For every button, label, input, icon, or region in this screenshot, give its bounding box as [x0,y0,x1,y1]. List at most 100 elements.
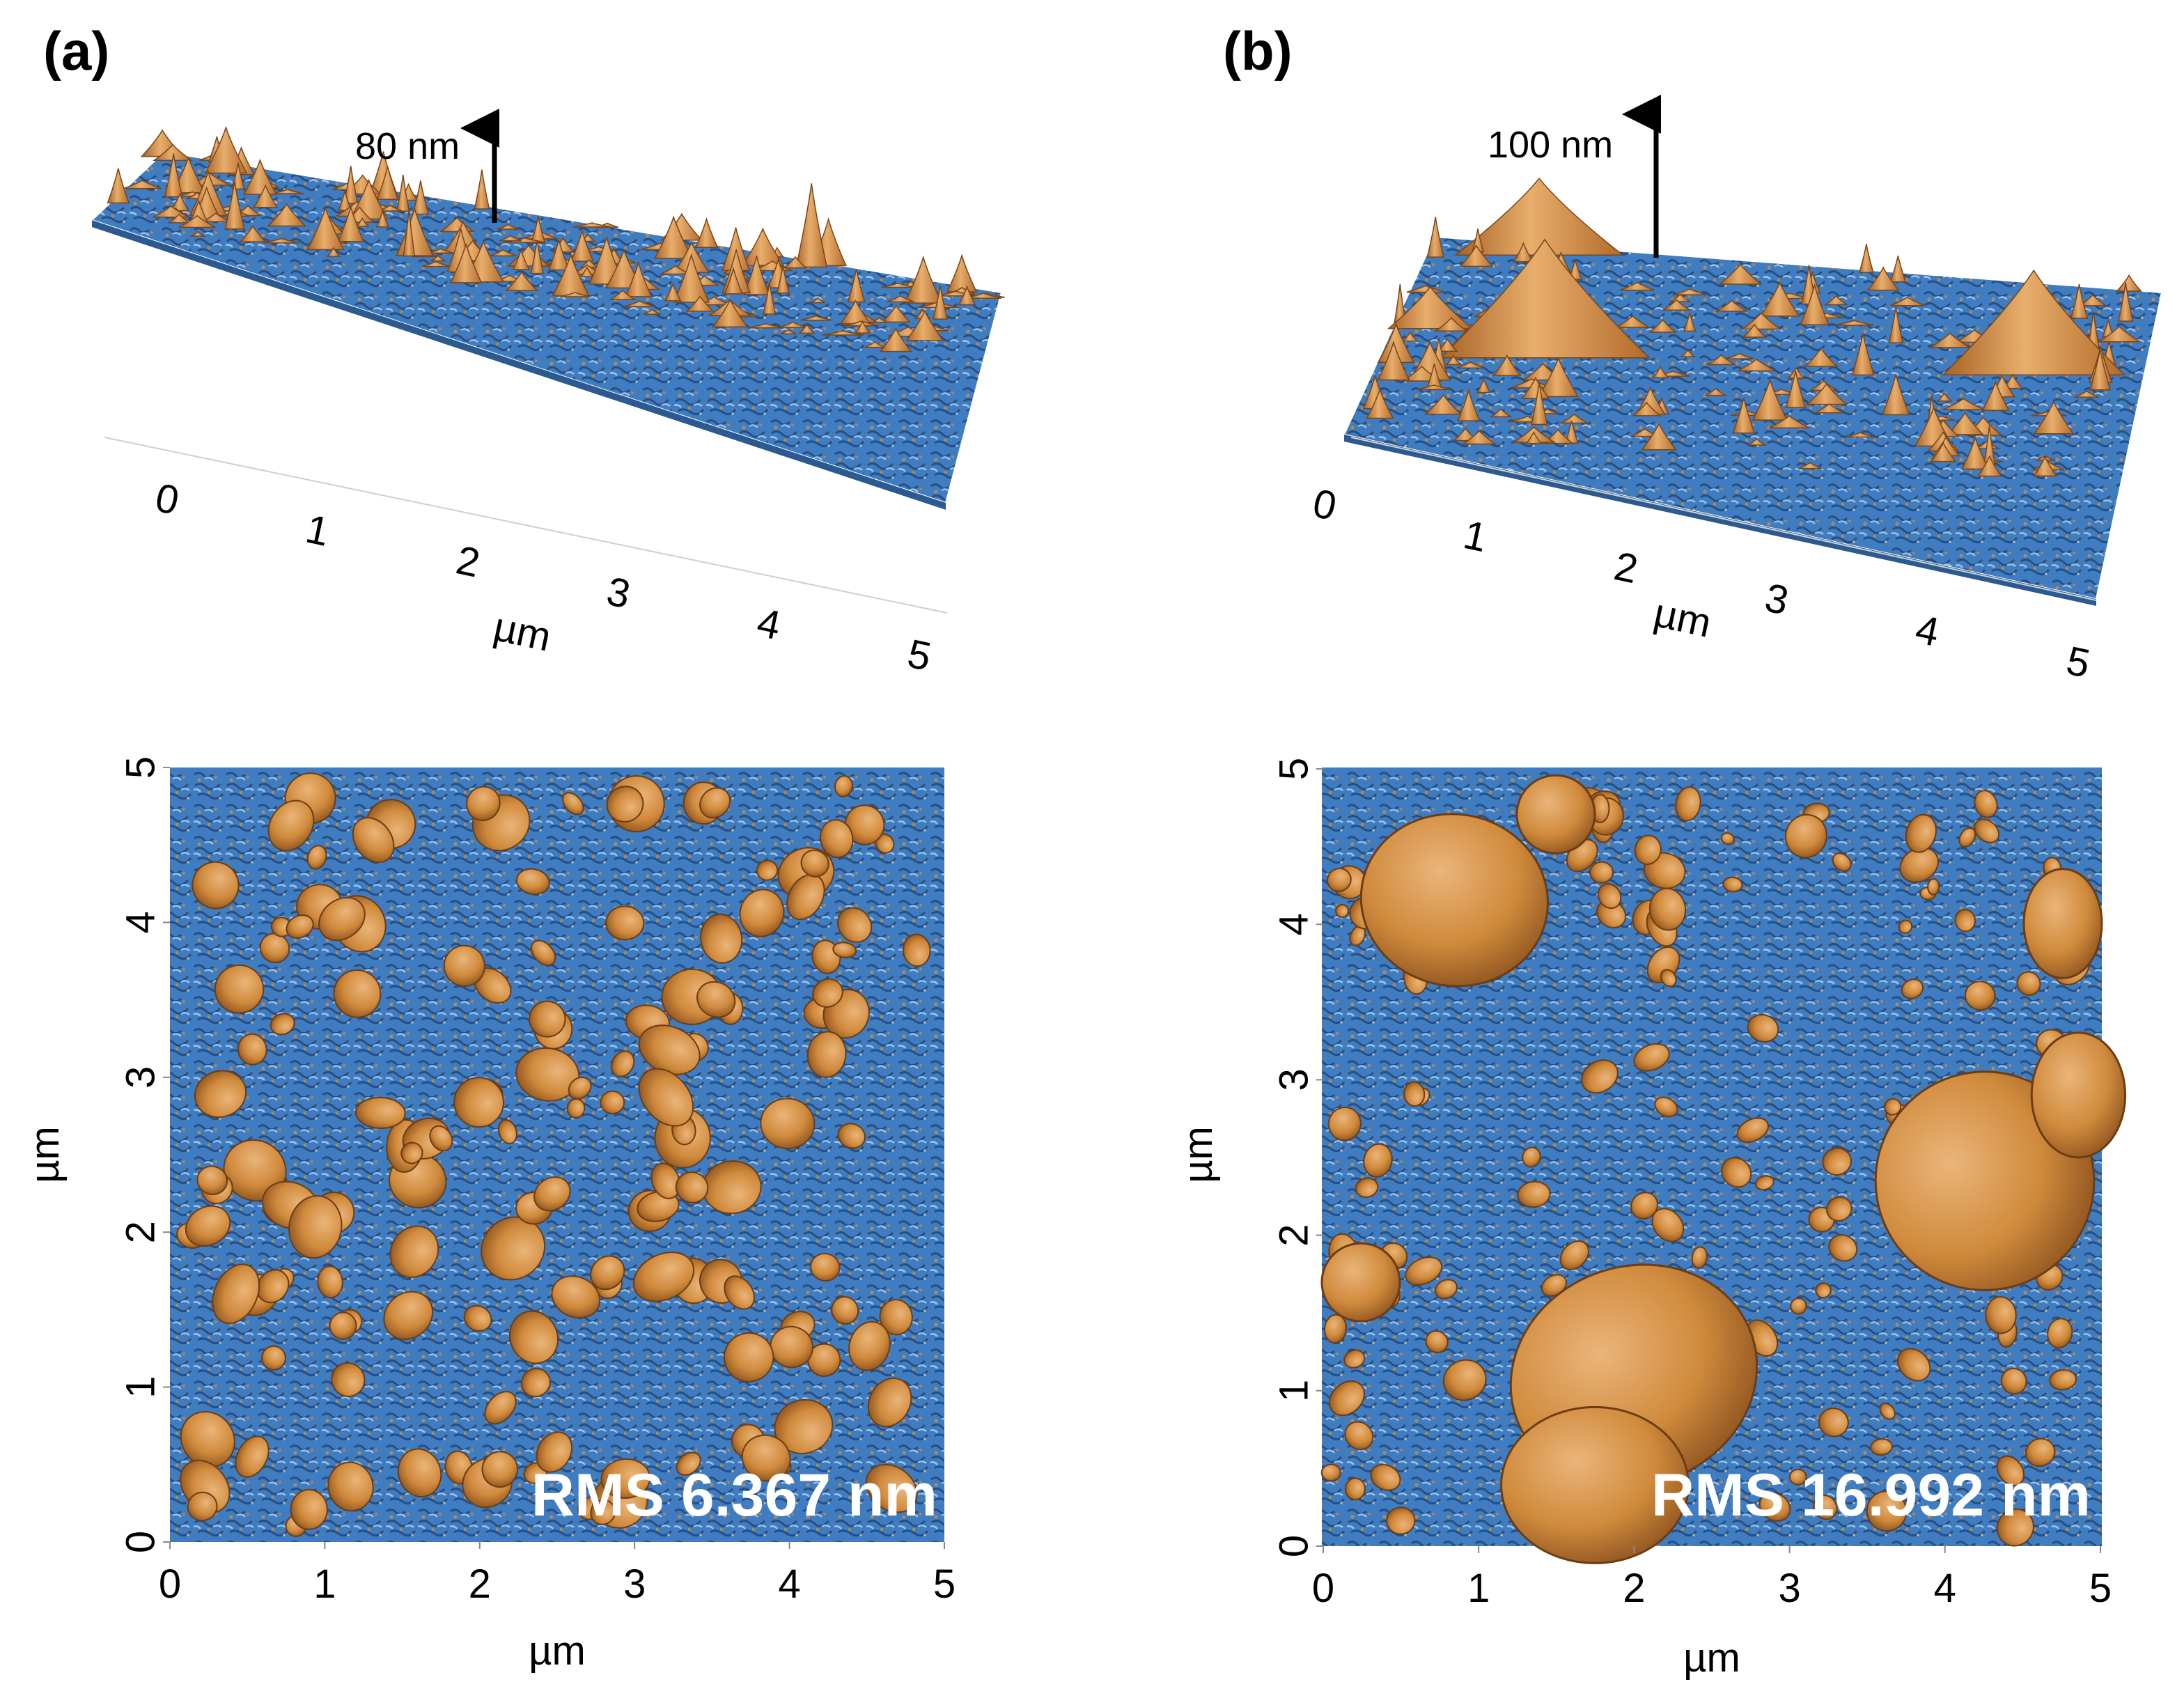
surface-peak [1651,366,1669,379]
surface-peak [763,282,777,315]
surface-peak [1680,349,1696,357]
surface-peak [412,180,430,215]
y-tick-label: 4 [118,911,163,933]
grain [831,1296,859,1325]
x-tick-label-3d: 2 [453,537,484,586]
grain [834,775,853,797]
surface-peak [253,184,279,208]
grain [267,800,315,852]
grain [611,1050,635,1077]
surface-peak [1882,374,1910,416]
surface-peak [338,191,352,211]
grain [638,1068,694,1127]
grain [443,944,485,987]
grain [1896,1348,1931,1382]
y-tick-label: 1 [118,1376,163,1398]
grain [848,1320,891,1371]
grain [1828,1234,1858,1262]
grain [481,1451,519,1488]
surface-peak [1366,388,1394,419]
grain [1736,1117,1769,1144]
surface-peak [724,266,744,295]
x-tick-label-3d: 2 [1610,543,1641,592]
surface-peak [1406,285,1445,293]
surface-peak [1759,281,1800,317]
grain [1328,1380,1365,1417]
grain [632,1252,695,1302]
grain [756,859,779,881]
grain [1758,1492,1791,1522]
panel-a-grains [176,772,931,1537]
grain [1985,1296,2017,1334]
surface-peak [643,309,662,315]
surface-peak [1804,348,1839,367]
grain [865,1463,918,1513]
grain [1822,1147,1852,1176]
surface-peak [946,254,978,293]
surface-peak [505,271,538,291]
grain [1898,919,1913,934]
surface-peak [1426,363,1442,389]
surface-peak [839,299,872,325]
grain [800,849,829,878]
grain [1425,1330,1449,1354]
surface-peak [1434,317,1469,332]
x-tick-label-3d: 1 [1460,512,1491,561]
grain [306,845,327,870]
surface-peak [1785,371,1807,408]
surface-peak [654,215,694,259]
grain [2049,1369,2077,1391]
panel-b-2d-map: RMS 16.992 nm 0 1 2 3 4 5 0 1 2 3 4 5 µm µm [1176,758,2127,1681]
grain [696,981,736,1018]
surface-peak [810,297,826,304]
panel-b-x-ticks: 0 1 2 3 4 5 [1312,1546,2112,1611]
grain [237,1033,267,1066]
grain [520,1368,551,1398]
grain [1633,1043,1670,1072]
y-tick-label: 4 [1271,913,1316,935]
panel-b-rms-label: RMS 16.992 nm [1651,1462,2091,1529]
surface-peak [497,224,520,230]
panel-a-height-label: 80 nm [355,125,460,167]
grain [1386,1506,1416,1535]
x-tick-label: 4 [778,1561,800,1607]
grain [354,1096,406,1130]
grain [331,1362,366,1397]
grain [600,1458,651,1499]
grain [867,1377,912,1428]
grain [1589,861,1614,884]
x-tick-label: 1 [313,1561,336,1607]
grain [568,1076,592,1100]
grain [1335,903,1350,918]
grain [770,1325,813,1369]
panel-b-height-label: 100 nm [1488,124,1613,166]
surface-peak [1888,306,1903,343]
grain [1974,790,1998,818]
grain [590,1255,625,1291]
surface-peak [1619,281,1655,291]
grain [1660,969,1677,988]
surface-peak [337,205,365,242]
x-tick-label-3d: 1 [302,506,334,555]
surface-peak [178,215,216,228]
surface-peak [800,315,832,321]
panel-a-letter: (a) [43,20,109,81]
surface-peak [1983,426,1996,466]
grain [1630,1192,1659,1219]
surface-peak [795,183,828,268]
surface-peak [1669,293,1692,302]
grain [2025,1437,2056,1467]
grain [1813,1495,1838,1520]
surface-peak [306,206,345,251]
surface-peak [1715,299,1749,312]
surface-peak [123,180,162,189]
surface-peak [530,240,545,274]
grain [675,1171,709,1203]
surface-peak [396,174,410,212]
panel-a: (a) 80 nm 0 1 2 3 4 5 µm RMS 6.367 nm 0 1 2 3 4 5 … [22,20,1005,1674]
grain [400,1141,423,1164]
surface-peak [1930,442,1957,462]
surface-peak [559,292,591,297]
grain [318,897,366,942]
